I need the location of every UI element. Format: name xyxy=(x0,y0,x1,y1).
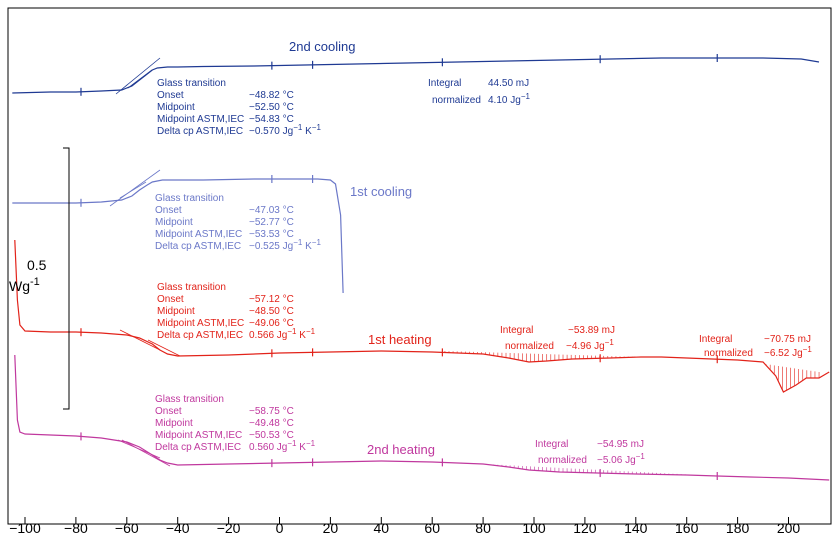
x-tick-label: −80 xyxy=(64,520,88,535)
x-axis: −100 −80 −60 −40 −20 0 20 40 60 80 100 120 140 160 180… xyxy=(9,517,833,535)
gt-midpoint-astm-label: Midpoint ASTM,IEC xyxy=(157,114,244,125)
integral-1-value: −53.89 mJ xyxy=(568,325,615,336)
curve-1st-cooling xyxy=(12,178,344,294)
gt-onset-value: −58.75 °C xyxy=(249,406,294,417)
curve-2nd-heating xyxy=(14,354,830,481)
series-title-2nd-heating: 2nd heating xyxy=(367,442,435,457)
scale-bar-unit: Wg-1 xyxy=(9,276,40,294)
gt-heading: Glass transition xyxy=(157,282,226,293)
gt-midpoint-label: Midpoint xyxy=(155,217,193,228)
scale-bar: 0.5 Wg-1 xyxy=(9,147,70,410)
normalized-2-label: normalized xyxy=(704,348,753,359)
x-tick-label: 40 xyxy=(374,520,390,535)
gt-midpoint-astm-value: −54.83 °C xyxy=(249,114,294,125)
gt-midpoint-astm-value: −50.53 °C xyxy=(249,430,294,441)
gt-deltacp-value: −0.570 Jg−1 K−1 xyxy=(249,123,321,137)
x-tick-label: −40 xyxy=(166,520,190,535)
tangent-line xyxy=(121,439,171,467)
series-title-1st-heating: 1st heating xyxy=(368,332,432,347)
annotation-2nd-cooling: 2nd cooling Glass transition Onset −48.8… xyxy=(157,39,530,137)
integral-2-value: −70.75 mJ xyxy=(764,334,811,345)
gt-midpoint-astm-value: −49.06 °C xyxy=(249,318,294,329)
gt-deltacp-label: Delta cp ASTM,IEC xyxy=(155,241,241,252)
x-tick-label: −20 xyxy=(217,520,241,535)
x-tick-label: −60 xyxy=(115,520,139,535)
gt-onset-label: Onset xyxy=(157,90,184,101)
gt-midpoint-label: Midpoint xyxy=(155,418,193,429)
integral-label: Integral xyxy=(535,439,568,450)
x-tick-label: 140 xyxy=(624,520,648,535)
gt-heading: Glass transition xyxy=(155,394,224,405)
annotation-1st-heating: 1st heating Glass transition Onset −57.1… xyxy=(157,282,812,359)
x-tick-label: 60 xyxy=(424,520,440,535)
gt-heading: Glass transition xyxy=(155,193,224,204)
x-tick-label: 80 xyxy=(475,520,491,535)
x-tick-label: −100 xyxy=(9,520,41,535)
scale-bar-value: 0.5 xyxy=(27,257,47,273)
tangent-line xyxy=(119,181,147,199)
integral-value: −54.95 mJ xyxy=(597,439,644,450)
normalized-1-value: −4.96 Jg−1 xyxy=(566,338,614,352)
tangent-line xyxy=(127,69,153,89)
x-tick-label: 180 xyxy=(726,520,750,535)
gt-midpoint-astm-label: Midpoint ASTM,IEC xyxy=(157,318,244,329)
tangent-line xyxy=(147,339,181,357)
gt-midpoint-astm-label: Midpoint ASTM,IEC xyxy=(155,430,242,441)
gt-deltacp-value: 0.560 Jg−1 K−1 xyxy=(249,439,316,453)
integral-2-label: Integral xyxy=(699,334,732,345)
gt-midpoint-value: −52.50 °C xyxy=(249,102,294,113)
tangent-line xyxy=(109,169,161,207)
integral-areas xyxy=(444,351,820,476)
gt-midpoint-value: −52.77 °C xyxy=(249,217,294,228)
gt-onset-value: −57.12 °C xyxy=(249,294,294,305)
curve-2nd-cooling xyxy=(12,57,820,94)
x-tick-label: 160 xyxy=(675,520,699,535)
curve-1st-heating xyxy=(14,239,830,393)
normalized-2-value: −6.52 Jg−1 xyxy=(764,345,812,359)
gt-onset-value: −48.82 °C xyxy=(249,90,294,101)
gt-deltacp-label: Delta cp ASTM,IEC xyxy=(157,330,243,341)
gt-heading: Glass transition xyxy=(157,78,226,89)
tangent-line xyxy=(115,57,161,95)
gt-onset-value: −47.03 °C xyxy=(249,205,294,216)
x-tick-label: 200 xyxy=(777,520,801,535)
gt-deltacp-value: −0.525 Jg−1 K−1 xyxy=(249,238,321,252)
gt-midpoint-label: Midpoint xyxy=(157,306,195,317)
integral-value: 44.50 mJ xyxy=(488,78,529,89)
gt-midpoint-value: −49.48 °C xyxy=(249,418,294,429)
gt-onset-label: Onset xyxy=(155,406,182,417)
normalized-value: −5.06 Jg−1 xyxy=(597,452,645,466)
tangent-line xyxy=(119,329,161,351)
series-title-1st-cooling: 1st cooling xyxy=(350,184,412,199)
gt-midpoint-astm-value: −53.53 °C xyxy=(249,229,294,240)
normalized-value: 4.10 Jg−1 xyxy=(488,92,530,106)
plot-frame xyxy=(7,7,832,525)
x-tick-label: 20 xyxy=(323,520,339,535)
normalized-1-label: normalized xyxy=(505,341,554,352)
annotation-1st-cooling: 1st cooling Glass transition Onset −47.0… xyxy=(155,184,412,252)
x-tick-label: 100 xyxy=(522,520,546,535)
scale-bar-line xyxy=(63,147,70,410)
gt-deltacp-label: Delta cp ASTM,IEC xyxy=(157,126,243,137)
gt-onset-label: Onset xyxy=(157,294,184,305)
gt-onset-label: Onset xyxy=(155,205,182,216)
series-title-2nd-cooling: 2nd cooling xyxy=(289,39,356,54)
curves xyxy=(12,54,830,481)
gt-deltacp-label: Delta cp ASTM,IEC xyxy=(155,442,241,453)
x-tick-label: 0 xyxy=(276,520,284,535)
integral-1-label: Integral xyxy=(500,325,533,336)
gt-midpoint-value: −48.50 °C xyxy=(249,306,294,317)
x-tick-label: 120 xyxy=(573,520,597,535)
normalized-label: normalized xyxy=(432,95,481,106)
gt-deltacp-value: 0.566 Jg−1 K−1 xyxy=(249,327,316,341)
gt-midpoint-astm-label: Midpoint ASTM,IEC xyxy=(155,229,242,240)
normalized-label: normalized xyxy=(538,455,587,466)
gt-midpoint-label: Midpoint xyxy=(157,102,195,113)
integral-label: Integral xyxy=(428,78,461,89)
annotation-2nd-heating: 2nd heating Glass transition Onset −58.7… xyxy=(155,394,645,466)
